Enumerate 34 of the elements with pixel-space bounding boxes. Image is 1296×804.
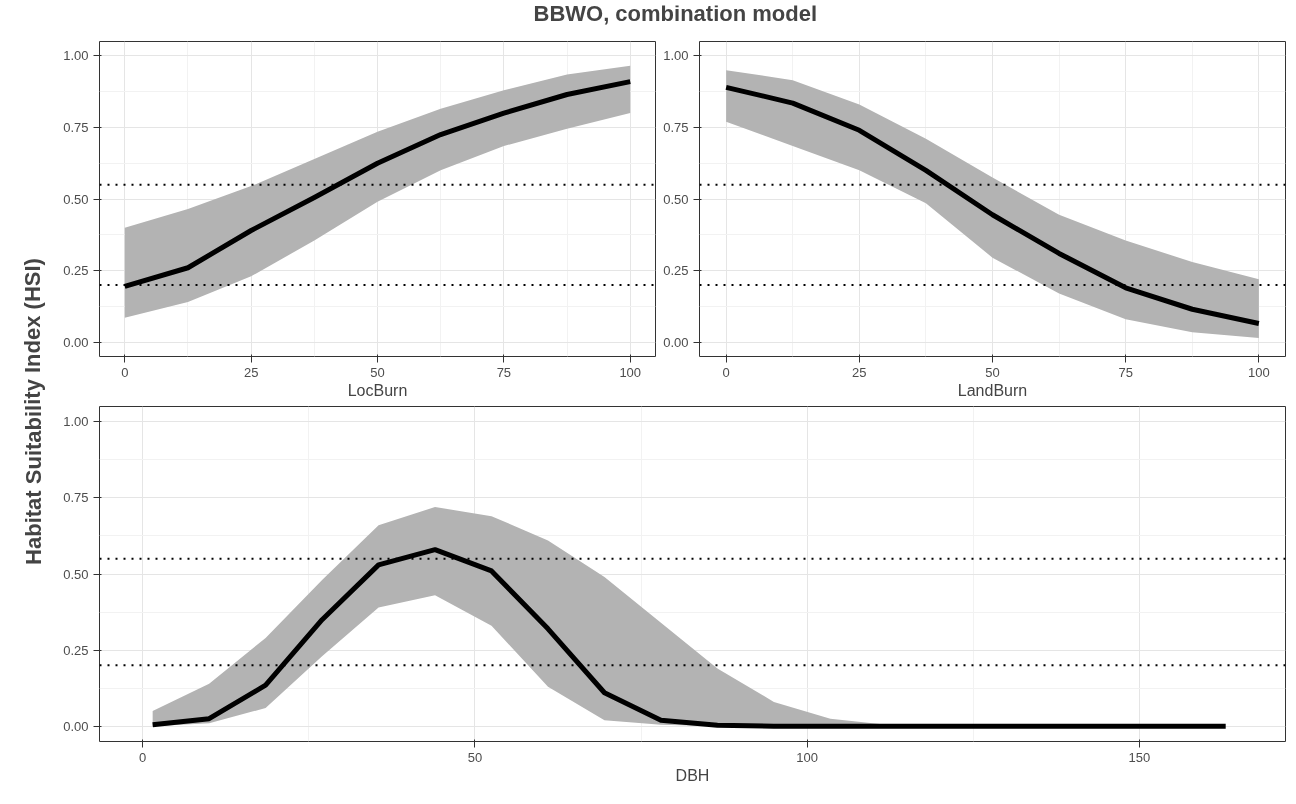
x-tick-label: 0 <box>139 749 147 765</box>
y-axis-title: Habitat Suitability Index (HSI) <box>20 258 46 565</box>
x-tick-label: 0 <box>121 364 129 380</box>
x-tick-label: 75 <box>1118 364 1133 380</box>
y-tick-label: 1.00 <box>63 414 89 430</box>
x-tick-label: 100 <box>796 749 818 765</box>
x-tick-label: 50 <box>370 364 385 380</box>
y-tick-label: 0.00 <box>63 718 89 734</box>
y-tick-label: 0.25 <box>663 263 689 279</box>
y-tick-label: 0.75 <box>663 119 689 135</box>
x-tick-label: 100 <box>1248 364 1270 380</box>
x-tick-label: 25 <box>243 364 259 380</box>
x-axis-title: DBH <box>675 766 710 784</box>
x-tick-label: 0 <box>722 364 730 380</box>
y-tick-label: 0.75 <box>63 490 89 506</box>
y-tick-label: 0.50 <box>63 191 89 207</box>
x-tick-label: 75 <box>496 364 512 380</box>
y-tick-label: 1.00 <box>663 48 689 64</box>
x-axis-title: LandBurn <box>957 381 1028 399</box>
y-tick-label: 0.25 <box>63 642 89 658</box>
y-tick-label: 0.50 <box>63 566 89 582</box>
chart-title: BBWO, combination model <box>533 1 818 27</box>
y-tick-label: 0.25 <box>63 263 89 279</box>
x-axis-title: LocBurn <box>347 381 408 399</box>
y-tick-label: 0.50 <box>663 191 689 207</box>
y-tick-label: 0.00 <box>663 334 689 350</box>
x-tick-label: 25 <box>852 364 867 380</box>
y-tick-label: 0.00 <box>63 334 89 350</box>
x-tick-label: 100 <box>619 364 642 380</box>
x-tick-label: 150 <box>1128 749 1151 765</box>
x-tick-label: 50 <box>985 364 1000 380</box>
x-tick-label: 50 <box>467 749 483 765</box>
y-tick-label: 0.75 <box>63 119 89 135</box>
y-tick-label: 1.00 <box>63 48 89 64</box>
